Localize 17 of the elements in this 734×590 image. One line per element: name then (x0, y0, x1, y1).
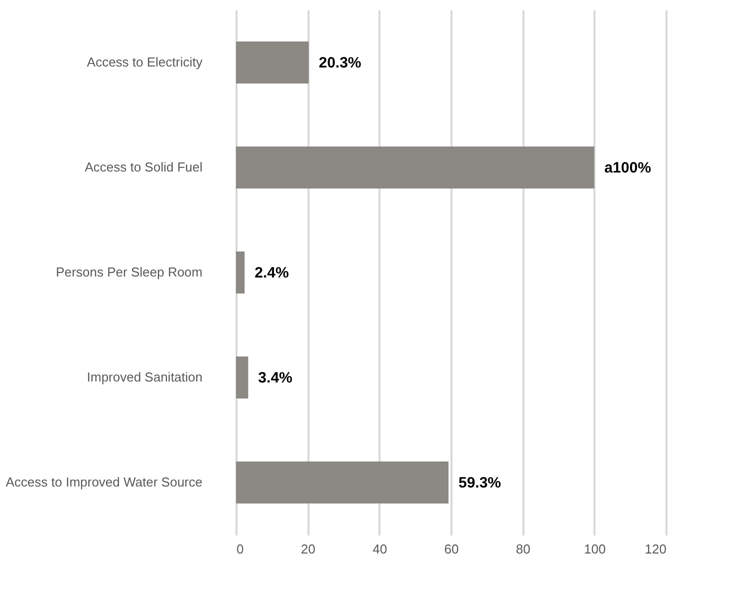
data-label: 59.3% (458, 474, 502, 492)
x-tick-label: 120 (644, 542, 666, 556)
y-tick-label: Access to Improved Water Source (6, 474, 202, 490)
data-label: 20.3% (318, 54, 362, 72)
y-tick-label: Persons Per Sleep Room (56, 264, 202, 280)
data-label: a100% (604, 160, 652, 176)
x-tick-label: 40 (372, 542, 388, 556)
x-tick-label: 0 (236, 542, 244, 556)
x-tick-label: 100 (584, 542, 606, 556)
x-tick-label: 80 (516, 542, 530, 556)
x-tick-label: 20 (300, 542, 316, 556)
y-tick-label: Access to Solid Fuel (84, 160, 203, 174)
data-label: 3.4% (258, 370, 292, 386)
y-tick-label: Access to Electricity (86, 54, 203, 70)
data-label: 2.4% (254, 264, 289, 282)
x-tick-label: 60 (444, 542, 459, 556)
y-tick-label: Improved Sanitation (86, 370, 202, 384)
